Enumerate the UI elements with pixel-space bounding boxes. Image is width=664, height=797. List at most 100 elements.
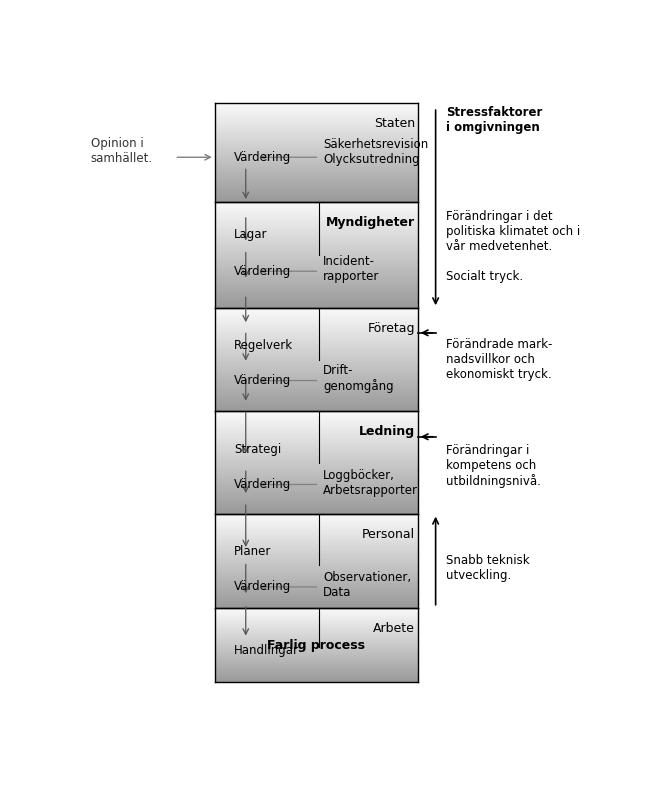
Bar xyxy=(214,357,418,358)
Bar xyxy=(214,120,418,121)
Bar xyxy=(214,445,418,446)
Bar xyxy=(214,213,418,214)
Bar xyxy=(214,421,418,422)
Bar xyxy=(214,512,418,513)
Bar xyxy=(214,248,418,249)
Bar xyxy=(214,438,418,439)
Bar xyxy=(214,278,418,279)
Bar xyxy=(214,459,418,460)
Bar xyxy=(214,141,418,142)
Bar xyxy=(214,266,418,268)
Bar xyxy=(214,495,418,496)
Bar xyxy=(214,262,418,263)
Bar xyxy=(214,138,418,139)
Bar xyxy=(214,363,418,364)
Bar xyxy=(214,450,418,451)
Bar xyxy=(214,298,418,300)
Bar xyxy=(214,390,418,391)
Bar xyxy=(214,180,418,181)
Bar xyxy=(214,500,418,501)
Text: Värdering: Värdering xyxy=(234,478,291,491)
Text: Värdering: Värdering xyxy=(234,265,291,277)
Bar xyxy=(214,284,418,285)
Bar xyxy=(214,485,418,486)
Bar xyxy=(214,456,418,457)
Bar xyxy=(214,124,418,125)
Bar xyxy=(214,134,418,135)
Bar xyxy=(214,486,418,487)
Text: Säkerhetsrevision
Olycksutredning: Säkerhetsrevision Olycksutredning xyxy=(323,138,428,166)
Bar xyxy=(214,166,418,167)
Bar xyxy=(214,172,418,173)
Bar xyxy=(214,402,418,403)
Bar xyxy=(214,320,418,321)
Bar xyxy=(214,458,418,459)
Bar xyxy=(214,404,418,406)
Text: Ledning: Ledning xyxy=(359,426,415,438)
Bar xyxy=(214,215,418,216)
Bar xyxy=(214,488,418,489)
Bar xyxy=(214,186,418,187)
Bar xyxy=(214,473,418,474)
Bar xyxy=(214,117,418,118)
Bar xyxy=(214,187,418,188)
Bar xyxy=(214,467,418,468)
Bar xyxy=(214,374,418,375)
Bar xyxy=(214,399,418,400)
Bar xyxy=(214,197,418,198)
Bar xyxy=(214,127,418,128)
Bar xyxy=(214,503,418,504)
Bar xyxy=(214,418,418,419)
Bar xyxy=(214,371,418,373)
Text: Staten: Staten xyxy=(374,117,415,130)
Bar xyxy=(214,297,418,298)
Bar xyxy=(214,453,418,454)
Bar xyxy=(214,225,418,226)
Bar xyxy=(214,280,418,281)
Bar xyxy=(214,318,418,319)
Bar xyxy=(214,410,418,411)
Bar xyxy=(214,182,418,183)
Bar xyxy=(214,305,418,306)
Text: Drift-
genomgång: Drift- genomgång xyxy=(323,363,394,393)
Bar xyxy=(214,487,418,488)
Bar xyxy=(214,237,418,238)
Bar xyxy=(214,241,418,242)
Bar xyxy=(214,229,418,230)
Bar xyxy=(214,451,418,453)
Bar xyxy=(214,228,418,229)
Bar xyxy=(214,345,418,346)
Bar xyxy=(214,389,418,390)
Bar xyxy=(214,365,418,366)
Bar xyxy=(214,189,418,190)
Bar xyxy=(214,398,418,399)
Bar xyxy=(214,129,418,130)
Bar xyxy=(214,342,418,343)
Bar xyxy=(214,268,418,269)
Bar xyxy=(214,214,418,215)
Bar xyxy=(214,289,418,290)
Text: Farlig process: Farlig process xyxy=(268,638,365,651)
Bar xyxy=(214,287,418,288)
Bar xyxy=(214,329,418,330)
Bar xyxy=(214,263,418,264)
Bar xyxy=(214,273,418,274)
Bar xyxy=(214,419,418,420)
Bar xyxy=(214,337,418,338)
Bar xyxy=(214,375,418,376)
Bar xyxy=(214,302,418,303)
Bar xyxy=(214,340,418,341)
Bar xyxy=(214,160,418,161)
Bar xyxy=(214,332,418,333)
Bar xyxy=(214,246,418,247)
Bar xyxy=(214,460,418,461)
Bar xyxy=(214,343,418,344)
Bar xyxy=(214,437,418,438)
Bar xyxy=(214,276,418,277)
Bar xyxy=(214,165,418,166)
Bar xyxy=(214,462,418,463)
Bar xyxy=(214,313,418,314)
Bar xyxy=(214,412,418,413)
Text: Handlingar: Handlingar xyxy=(234,643,299,657)
Bar xyxy=(214,282,418,284)
